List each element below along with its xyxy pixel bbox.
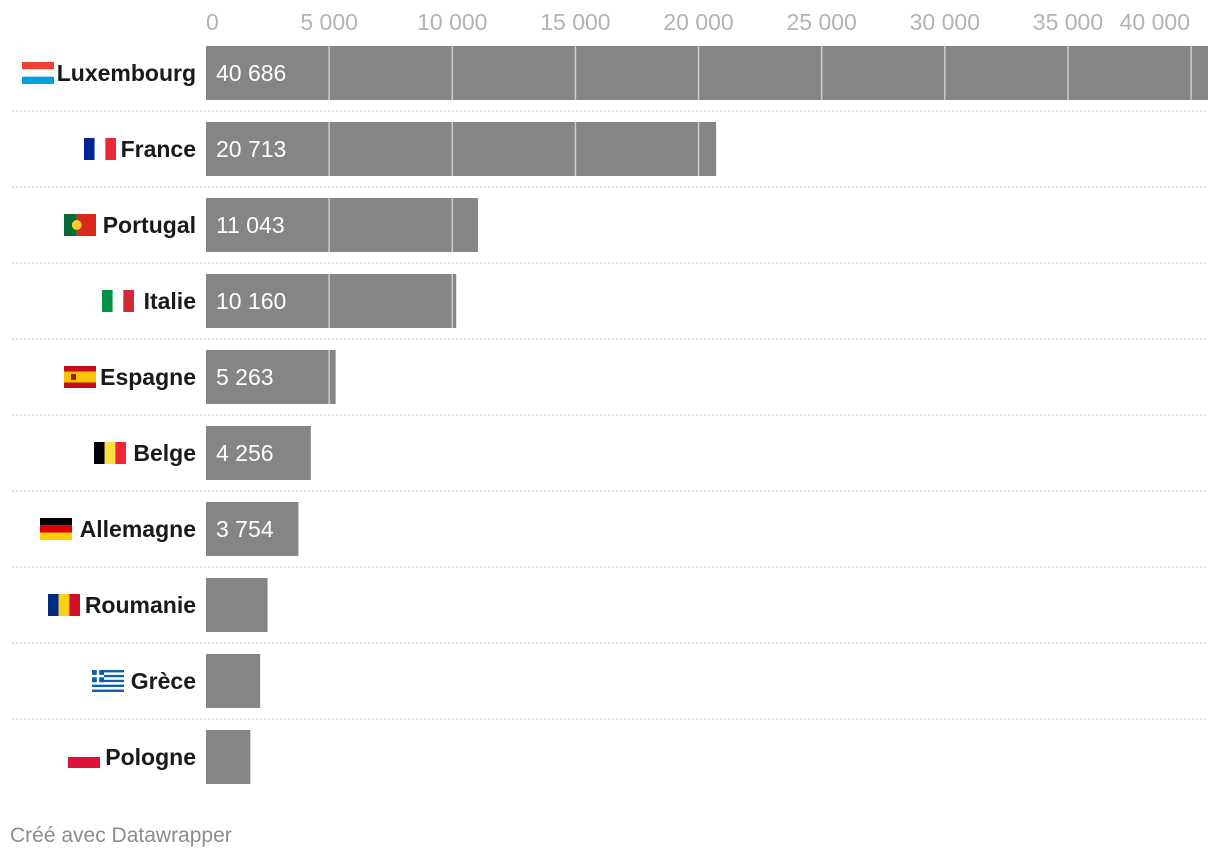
country-label: Belge [133, 440, 196, 466]
x-tick-label: 30 000 [910, 9, 980, 35]
bar-row: 11 043 Portugal [12, 198, 1208, 264]
italy-flag-icon [102, 290, 134, 312]
country-label: Allemagne [80, 516, 196, 542]
x-axis-ticks: 0 5 000 10 000 15 000 20 000 25 000 30 000 35 0… [206, 9, 1190, 35]
bar [206, 730, 251, 784]
luxembourg-flag-icon [22, 62, 54, 84]
portugal-flag-icon [64, 214, 96, 236]
bar-row: 40 686 Luxembourg [12, 46, 1208, 112]
x-tick-label: 40 000 [1120, 9, 1190, 35]
value-label: 4 256 [216, 440, 274, 466]
bar [206, 426, 311, 480]
belgium-flag-icon [94, 442, 126, 464]
x-tick-label: 15 000 [540, 9, 610, 35]
x-tick-label: 20 000 [663, 9, 733, 35]
country-label: Luxembourg [57, 60, 196, 86]
country-label: Portugal [103, 212, 196, 238]
romania-flag-icon [48, 594, 80, 616]
bar [206, 274, 457, 328]
bar-row: Pologne [68, 730, 251, 784]
bar [206, 502, 299, 556]
x-tick-label: 5 000 [300, 9, 358, 35]
bar [206, 198, 478, 252]
country-label: France [121, 136, 196, 162]
bar-row: 10 160 Italie [12, 274, 1208, 340]
poland-flag-icon [68, 746, 100, 768]
bar-row: 4 256 Belge [12, 426, 1208, 492]
bar-row: Grèce [12, 654, 1208, 720]
bar [206, 122, 717, 176]
value-label: 5 263 [216, 364, 274, 390]
x-tick-label: 0 [206, 9, 219, 35]
value-label: 10 160 [216, 288, 286, 314]
bar [206, 46, 1208, 100]
country-label: Italie [144, 288, 196, 314]
germany-flag-icon [40, 518, 72, 540]
x-tick-label: 10 000 [417, 9, 487, 35]
bar [206, 578, 268, 632]
country-label: Roumanie [85, 592, 196, 618]
spain-flag-icon [64, 366, 96, 388]
country-label: Pologne [105, 744, 196, 770]
france-flag-icon [84, 138, 116, 160]
x-tick-label: 25 000 [787, 9, 857, 35]
value-label: 20 713 [216, 136, 286, 162]
value-label: 11 043 [216, 212, 285, 238]
value-label: 40 686 [216, 60, 286, 86]
bar-row: Roumanie [12, 578, 1208, 644]
value-label: 3 754 [216, 516, 274, 542]
bar [206, 350, 336, 404]
bar-row: 3 754 Allemagne [12, 502, 1208, 568]
greece-flag-icon [92, 670, 124, 692]
bar-rows: 40 686 Luxembourg 20 713 France 11 043 Portug… [12, 46, 1208, 784]
bar-row: 20 713 France [12, 122, 1208, 188]
country-label: Espagne [100, 364, 196, 390]
footer-credit: Créé avec Datawrapper [10, 824, 232, 847]
x-tick-label: 35 000 [1033, 9, 1103, 35]
bar-row: 5 263 Espagne [12, 350, 1208, 416]
country-label: Grèce [131, 668, 196, 694]
bar [206, 654, 261, 708]
